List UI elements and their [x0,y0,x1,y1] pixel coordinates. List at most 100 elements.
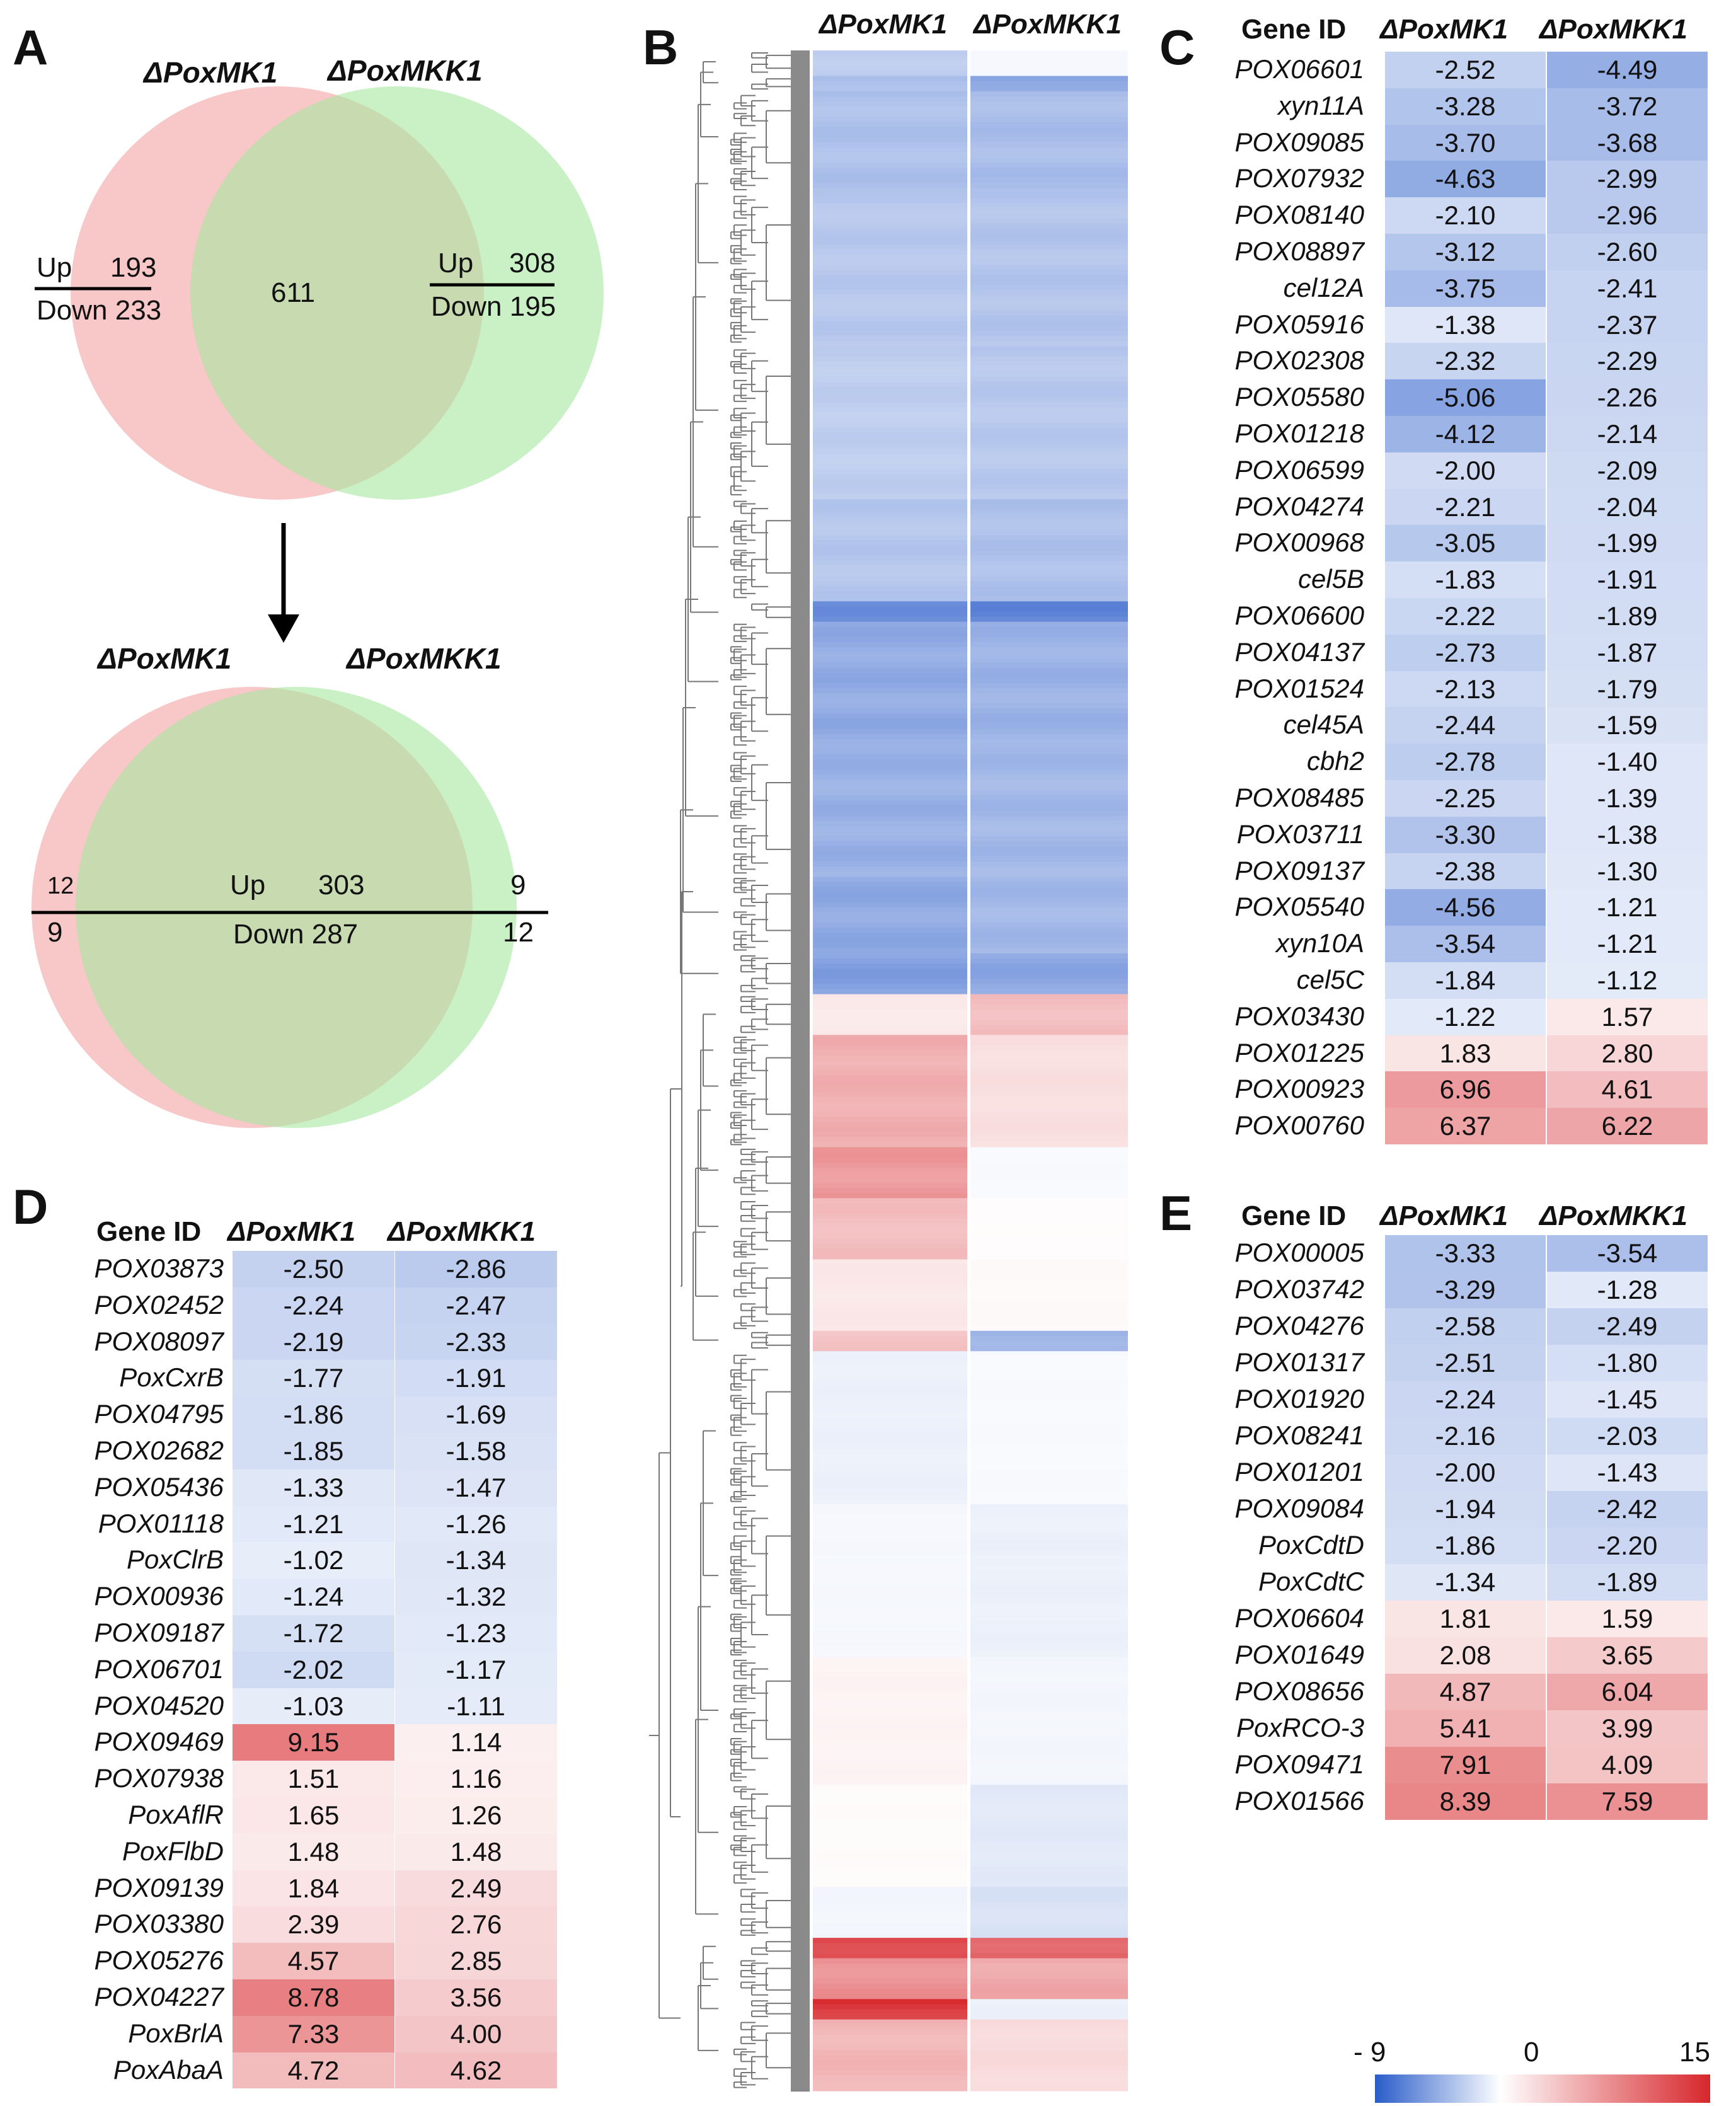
heatmap-b-cell [970,1269,1128,1275]
heatmap-b-cell [813,1427,967,1434]
heatmap-b-cell [970,693,1128,699]
heatmap-b-cell [813,846,967,852]
heatmap-b-cell [970,790,1128,796]
heatmap-b-cell [813,1167,967,1173]
heatmap-b-cell [813,907,967,913]
heatmap-b-cell [813,1060,967,1066]
table-value-cell: -2.21 [1385,488,1546,526]
heatmap-b-cell [813,1086,967,1091]
heatmap-b-cell [813,831,967,837]
heatmap-b-cell [970,1025,1128,1030]
heatmap-b-cell [970,489,1128,495]
heatmap-b-cell [970,1473,1128,1480]
heatmap-b-cell [970,1963,1128,1969]
heatmap-b-cell [970,795,1128,801]
heatmap-b-cell [970,198,1128,204]
heatmap-b-cell [970,1320,1128,1326]
heatmap-b-cell [813,377,967,383]
heatmap-b-cell [970,938,1128,944]
heatmap-b-cell [813,458,967,464]
heatmap-b-cell [813,2050,967,2056]
heatmap-b-cell [813,168,967,173]
heatmap-b-cell [970,1698,1128,1704]
heatmap-b-cell [970,101,1128,107]
heatmap-b-cell [813,943,967,949]
heatmap-b-cell [813,1790,967,1796]
heatmap-b-cell [813,1943,967,1948]
table-gene-id: POX03430 [1234,1001,1365,1031]
heatmap-b-cell [813,1775,967,1780]
heatmap-b-cell [813,1065,967,1071]
heatmap-b-cell [813,214,967,219]
heatmap-b-cell [813,1611,967,1617]
heatmap-b-cell [813,540,967,546]
heatmap-b-cell [970,1111,1128,1117]
heatmap-b-cell [813,397,967,403]
table-value-cell: 2.08 [1385,1637,1546,1674]
heatmap-b-cell [813,270,967,275]
heatmap-b-cell [970,127,1128,133]
table-value-cell: -1.77 [233,1360,394,1397]
heatmap-b-cell [970,545,1128,551]
heatmap-b-cell [813,1739,967,1745]
heatmap-b-cell [970,1662,1128,1668]
table-value-cell: -1.80 [1547,1345,1708,1381]
heatmap-b-cell [813,50,967,56]
heatmap-b-cell [970,50,1128,56]
heatmap-b-cell [813,1142,967,1148]
table-header-col2: ΔPoxMKK1 [388,1216,536,1247]
heatmap-b-cell [970,856,1128,862]
heatmap-b-cell [970,438,1128,444]
table-value-cell: -3.54 [1385,926,1546,962]
heatmap-b-cell [813,570,967,577]
heatmap-b-cell [970,1249,1128,1255]
table-value-cell: -1.17 [395,1651,557,1688]
table-value-cell: -1.24 [233,1579,394,1615]
heatmap-b-cell [970,1397,1128,1403]
heatmap-b-cell [813,1137,967,1142]
table-value-cell: -2.14 [1547,416,1708,452]
table-gene-id: POX06599 [1234,454,1365,485]
heatmap-b-cell [813,1585,967,1592]
heatmap-b-cell [970,647,1128,653]
heatmap-b-cell [970,1458,1128,1464]
heatmap-b-cell [813,601,967,607]
heatmap-b-cell [813,718,967,725]
heatmap-b-cell [970,1183,1128,1188]
table-value-cell: -4.49 [1547,52,1708,88]
heatmap-b-cell [970,1152,1128,1158]
heatmap-b-cell [970,1703,1128,1709]
heatmap-b-cell [813,1907,967,1913]
heatmap-b-cell [813,1356,967,1362]
heatmap-b-cell [970,254,1128,260]
heatmap-b-cell [813,1922,967,1928]
heatmap-b-cell [813,1483,967,1490]
table-value-cell: -2.24 [233,1287,394,1324]
table-value-cell: -1.28 [1547,1272,1708,1308]
heatmap-b-cell [813,448,967,454]
heatmap-b-cell [813,1121,967,1127]
heatmap-b-cell [970,1657,1128,1663]
table-gene-id: POX04227 [94,1982,224,2011]
heatmap-b-cell [813,2070,967,2076]
heatmap-b-cell [970,239,1128,245]
heatmap-b-cell [813,1101,967,1107]
heatmap-b-cell [813,948,967,954]
heatmap-b-cell [813,1004,967,1010]
table-gene-id: POX09137 [1234,855,1365,885]
heatmap-b-cell [813,147,967,153]
heatmap-b-cell [813,693,967,699]
heatmap-b-cell [970,1621,1128,1627]
heatmap-b-cell [813,2080,967,2086]
table-value-cell: -2.24 [1385,1381,1546,1418]
heatmap-b-cell [813,529,967,536]
heatmap-b-cell [813,1953,967,1959]
heatmap-b-cell [813,1672,967,1678]
heatmap-b-cell [813,1453,967,1459]
heatmap-b-cell [813,2060,967,2066]
heatmap-b-cell [970,1775,1128,1780]
heatmap-b-cell [970,270,1128,275]
heatmap-b-cell [813,1014,967,1020]
table-value-cell: -3.70 [1385,124,1546,161]
heatmap-b-cell [970,1611,1128,1617]
